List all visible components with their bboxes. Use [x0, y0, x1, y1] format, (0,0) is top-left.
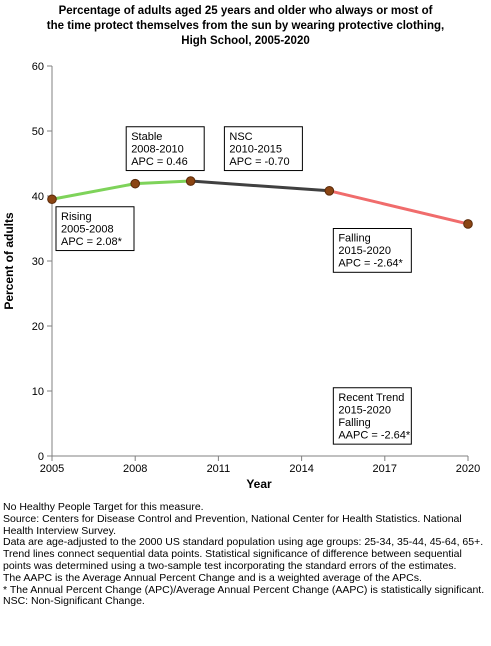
annotation-box	[55, 206, 135, 252]
annotation-label: APC = -2.64*	[338, 258, 403, 270]
chart-title-line: Percentage of adults aged 25 years and o…	[58, 5, 433, 17]
y-axis-label: Percent of adults	[2, 212, 16, 310]
data-point	[130, 178, 140, 189]
data-markers	[47, 176, 473, 229]
footnote: Source: Centers for Disease Control and …	[3, 512, 462, 537]
chart-title-line: High School, 2005-2020	[181, 35, 310, 47]
y-tick-label: 50	[32, 126, 44, 138]
trend-segment	[50, 182, 137, 201]
annotation-label: 2010-2015	[229, 143, 282, 155]
data-point	[463, 219, 473, 229]
annotation-label: 2008-2010	[131, 143, 184, 155]
x-tick-label: 2008	[123, 463, 147, 475]
footnote: No Healthy People Target for this measur…	[3, 501, 204, 513]
trend-segment	[327, 189, 470, 226]
annotation-label: APC = 0.46	[131, 156, 188, 168]
data-point	[324, 186, 335, 196]
annotation-label: 2015-2020	[338, 245, 391, 257]
chart-title: Percentage of adults aged 25 years and o…	[0, 4, 491, 49]
y-tick-label: 30	[32, 256, 44, 268]
annotation-label: AAPC = -2.64*	[338, 430, 411, 442]
data-point	[47, 194, 57, 205]
annotation-box	[125, 126, 205, 172]
annotation-label: NSC	[229, 131, 252, 143]
y-tick-label: 60	[32, 61, 44, 73]
annotation-label: 2015-2020	[338, 404, 391, 416]
footnotes: No Healthy People Target for this measur…	[3, 501, 489, 608]
annotation-label: Stable	[131, 131, 162, 143]
annotation-label: Recent Trend	[338, 392, 404, 404]
annotation-label: 2005-2008	[61, 223, 114, 235]
x-axis-label: Year	[246, 477, 272, 491]
trend-segment	[133, 179, 193, 186]
y-tick-label: 0	[38, 451, 44, 463]
annotation-label: APC = -0.70	[229, 156, 289, 168]
x-tick-label: 2014	[289, 463, 313, 475]
x-tick-label: 2020	[456, 463, 480, 475]
footnote: Trend lines connect sequential data poin…	[3, 548, 462, 572]
y-tick-label: 20	[32, 321, 44, 333]
x-tick-label: 2011	[207, 463, 231, 475]
annotation-box	[332, 228, 412, 273]
annotation-label: Rising	[61, 211, 92, 223]
x-tick-label: 2017	[373, 463, 397, 475]
data-point	[185, 176, 196, 186]
footnote: NSC: Non-Significant Change.	[3, 595, 145, 608]
footnote: * The Annual Percent Change (APC)/Averag…	[3, 583, 485, 596]
trend-segment	[189, 179, 331, 193]
annotation-box	[223, 126, 303, 172]
axes: 0 10 20 30 40 50 60 2005 2008 2011 2014 2017 2020	[32, 61, 480, 475]
annotation-label: Falling	[338, 233, 370, 245]
footnote: The AAPC is the Average Annual Percent C…	[3, 571, 422, 584]
footnote: Data are age-adjusted to the 2000 US sta…	[3, 536, 484, 549]
annotation-box	[332, 387, 412, 445]
x-tick-label: 2005	[40, 463, 64, 475]
y-tick-label: 40	[32, 191, 44, 203]
annotation-label: Falling	[338, 417, 370, 429]
annotation-label: APC = 2.08*	[61, 236, 123, 248]
chart-title-line: the time protect themselves from the sun…	[46, 20, 445, 32]
trend-lines	[50, 179, 470, 226]
line-chart: 0 10 20 30 40 50 60 2005 2008 2011 2014 2017 2020 Ri…	[2, 61, 480, 491]
y-tick-label: 10	[32, 386, 44, 398]
